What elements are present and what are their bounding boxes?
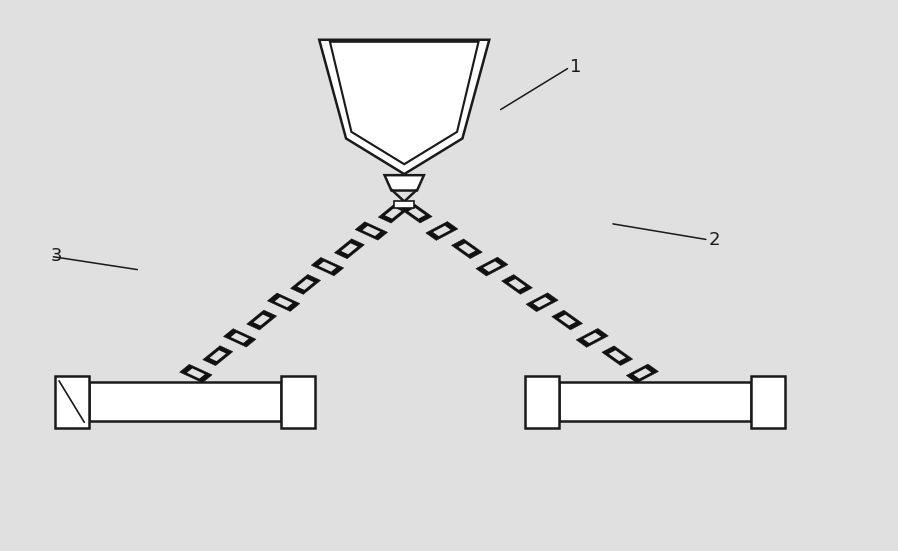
Polygon shape [483, 261, 501, 272]
Polygon shape [297, 279, 313, 290]
Polygon shape [508, 279, 525, 290]
Polygon shape [577, 328, 608, 347]
Polygon shape [203, 345, 233, 366]
Polygon shape [312, 257, 344, 276]
Bar [751, 376, 785, 428]
Polygon shape [330, 42, 479, 164]
Polygon shape [426, 222, 458, 240]
Bar [55, 376, 89, 428]
Polygon shape [626, 364, 658, 383]
Polygon shape [633, 368, 651, 379]
Bar [89, 382, 281, 421]
Bar [524, 376, 559, 428]
Polygon shape [209, 350, 226, 361]
Polygon shape [476, 257, 508, 276]
Polygon shape [502, 274, 533, 294]
Polygon shape [584, 333, 601, 343]
Bar [394, 202, 414, 208]
Polygon shape [433, 226, 451, 236]
Polygon shape [268, 293, 300, 311]
Text: 2: 2 [709, 231, 720, 249]
Polygon shape [533, 297, 551, 307]
Polygon shape [319, 262, 337, 272]
Polygon shape [458, 244, 475, 254]
Polygon shape [355, 222, 388, 240]
Polygon shape [247, 310, 277, 330]
Polygon shape [526, 293, 559, 312]
Polygon shape [602, 346, 633, 365]
Polygon shape [384, 175, 424, 191]
Polygon shape [385, 208, 401, 219]
Bar [281, 376, 315, 428]
Polygon shape [187, 369, 205, 379]
Polygon shape [275, 297, 293, 307]
Text: 3: 3 [50, 247, 62, 266]
Polygon shape [224, 328, 256, 347]
Polygon shape [319, 40, 489, 174]
Polygon shape [334, 239, 365, 259]
Text: 1: 1 [570, 58, 581, 76]
Polygon shape [551, 310, 583, 330]
Polygon shape [363, 226, 380, 236]
Polygon shape [253, 315, 270, 326]
Polygon shape [452, 239, 482, 258]
Polygon shape [559, 315, 576, 326]
Polygon shape [290, 274, 321, 294]
Polygon shape [341, 244, 357, 254]
Polygon shape [401, 203, 432, 223]
Polygon shape [378, 203, 409, 223]
Polygon shape [609, 350, 626, 361]
Bar [559, 382, 751, 421]
Polygon shape [231, 333, 249, 343]
Polygon shape [180, 364, 212, 383]
Polygon shape [409, 208, 426, 219]
